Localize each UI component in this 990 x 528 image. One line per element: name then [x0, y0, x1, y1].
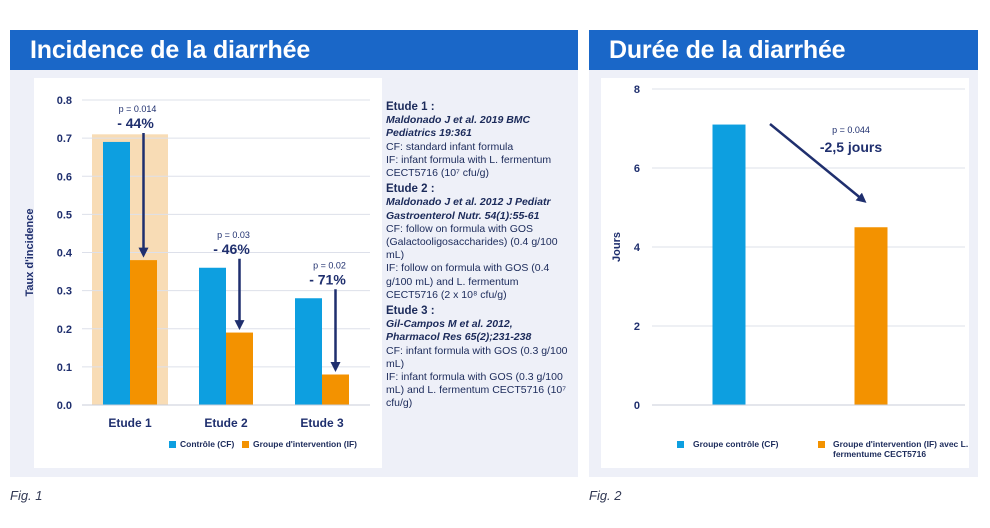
p-value-label: p = 0.014 [119, 104, 157, 114]
y-tick-label: 0.0 [57, 400, 72, 412]
study-2-intervention-formula: IF: follow on formula with GOS (0.4 g/10… [386, 262, 550, 301]
study-1-reference: Maldonado J et al. 2019 BMC Pediatrics 1… [386, 114, 531, 140]
bar-intervention-3 [322, 374, 349, 405]
duration-bar-1 [712, 124, 746, 406]
x-tick-label: Etude 1 [108, 416, 152, 430]
y-tick-label: 0 [634, 400, 640, 412]
p-value-label: p = 0.03 [217, 230, 250, 240]
figure-1-caption: Fig. 1 [10, 488, 43, 503]
legend-control-label: Contrôle (CF) [180, 439, 235, 449]
bar-intervention-1 [130, 260, 157, 405]
study-2-reference: Maldonado J et al. 2012 J Pediatr Gastro… [386, 196, 551, 222]
legend-intervention-label: Groupe d'intervention (IF) [253, 439, 358, 449]
figure-2-caption: Fig. 2 [589, 488, 622, 503]
y-axis-title: Jours [611, 232, 623, 262]
study-3-heading: Etude 3 : [386, 305, 435, 318]
legend-control-swatch [169, 441, 176, 448]
duration-plot-background [601, 78, 969, 468]
study-3-control-formula: CF: infant formula with GOS (0.3 g/100 m… [386, 344, 568, 370]
y-tick-label: 4 [634, 242, 641, 254]
y-tick-label: 0.7 [57, 133, 72, 145]
p-value-label: p = 0.044 [832, 125, 870, 135]
study-1-control-formula: CF: standard infant formula [386, 140, 514, 153]
p-value-label: p = 0.02 [313, 260, 346, 270]
change-label: - 44% [117, 115, 154, 131]
y-tick-label: 0.3 [57, 286, 72, 298]
study-3-reference: Gil-Campos M et al. 2012, Pharmacol Res … [386, 318, 532, 344]
legend-intervention-group-label: Groupe d'intervention (IF) avec L. ferme… [833, 439, 969, 459]
legend-intervention-swatch [242, 441, 249, 448]
legend-intervention-group-swatch [818, 441, 825, 448]
y-tick-label: 8 [634, 84, 640, 96]
study-2-control-formula: CF: follow on formula with GOS (Galactoo… [386, 222, 558, 262]
y-tick-label: 0.5 [57, 209, 72, 221]
study-1-intervention-formula: IF: infant formula with L. fermentum CEC… [386, 153, 552, 180]
study-3-intervention-formula: IF: infant formula with GOS (0.3 g/100 m… [386, 371, 567, 410]
study-notes: Etude 1 : Maldonado J et al. 2019 BMC Ped… [386, 101, 568, 411]
y-tick-label: 0.1 [57, 362, 72, 374]
duration-panel-title: Durée de la diarrhée [589, 30, 978, 70]
y-tick-label: 0.8 [57, 95, 72, 107]
change-label: - 46% [213, 241, 250, 257]
bar-control-2 [199, 267, 226, 405]
y-tick-label: 0.6 [57, 171, 72, 183]
change-label: -2,5 jours [820, 139, 882, 155]
duration-panel: Durée de la diarrhée [589, 30, 978, 477]
study-1-heading: Etude 1 : [386, 101, 435, 113]
bar-control-1 [103, 141, 130, 405]
x-tick-label: Etude 2 [204, 416, 248, 430]
y-tick-label: 0.2 [57, 324, 72, 336]
y-tick-label: 2 [634, 321, 640, 333]
legend-control-group-swatch [677, 441, 684, 448]
change-label: - 71% [309, 271, 346, 287]
x-tick-label: Etude 3 [300, 416, 344, 430]
y-axis-title: Taux d'incidence [24, 209, 36, 297]
reduction-arrow [769, 123, 867, 203]
bar-control-3 [295, 298, 322, 405]
y-tick-label: 0.4 [57, 248, 73, 260]
legend-control-group-label: Groupe contrôle (CF) [693, 439, 779, 449]
duration-bar-2 [854, 227, 888, 405]
incidence-panel-title: Incidence de la diarrhée [10, 30, 578, 70]
study-2-heading: Etude 2 : [386, 183, 435, 196]
bar-intervention-2 [226, 332, 253, 405]
y-tick-label: 6 [634, 163, 640, 175]
